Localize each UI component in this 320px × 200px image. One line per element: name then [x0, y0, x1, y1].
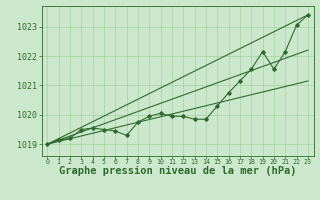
X-axis label: Graphe pression niveau de la mer (hPa): Graphe pression niveau de la mer (hPa): [59, 166, 296, 176]
